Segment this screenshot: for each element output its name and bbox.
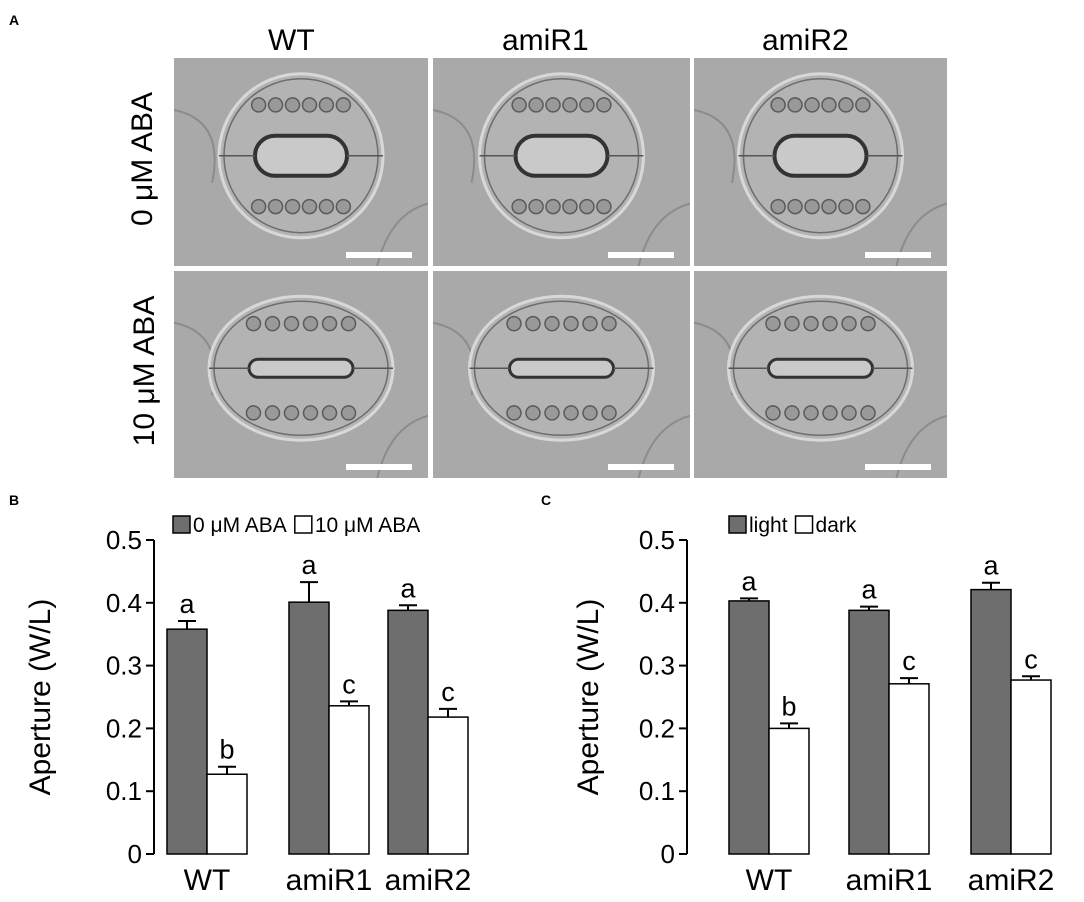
bar <box>288 601 330 855</box>
row-label-0-aba: 0 μM ABA <box>126 92 159 227</box>
panel-c-letter: C <box>541 492 552 508</box>
y-tick-label: 0.3 <box>106 651 142 681</box>
significance-letter: c <box>441 677 455 707</box>
scale-bar <box>608 252 674 258</box>
micrograph-wt-10-aba <box>174 271 428 478</box>
y-tick-label: 0.1 <box>639 776 675 806</box>
bar <box>387 609 429 855</box>
micrograph-amir1-0-aba <box>433 58 690 266</box>
scale-bar <box>346 252 412 258</box>
column-label-amir2: amiR2 <box>762 24 849 57</box>
micrograph-amir2-0-aba <box>694 58 947 266</box>
y-axis-label: Aperture (W/L) <box>24 599 57 796</box>
y-tick-label: 0.1 <box>106 776 142 806</box>
bar <box>728 600 770 855</box>
micrograph-wt-0-aba <box>174 58 428 266</box>
significance-letter: c <box>1024 644 1038 674</box>
x-tick-label: amiR1 <box>846 864 933 897</box>
stomatal-pore <box>247 357 355 379</box>
y-axis-label: Aperture (W/L) <box>572 599 605 796</box>
y-tick-label: 0.2 <box>639 713 675 743</box>
y-tick-label: 0.2 <box>106 713 142 743</box>
bar <box>768 727 810 855</box>
legend-swatch <box>172 515 191 534</box>
panel-a-letter: A <box>9 12 20 28</box>
scale-bar <box>608 464 674 470</box>
x-tick-label: WT <box>184 864 231 897</box>
micrograph-amir1-10-aba <box>433 271 690 478</box>
column-label-wt: WT <box>268 24 315 57</box>
micrograph-amir2-10-aba <box>694 271 947 478</box>
legend-swatch <box>728 515 747 534</box>
y-tick-label: 0.3 <box>639 651 675 681</box>
significance-letter: c <box>342 669 356 699</box>
significance-letter: b <box>219 735 234 765</box>
bar <box>1010 679 1052 855</box>
significance-letter: a <box>179 589 195 619</box>
y-tick-label: 0 <box>661 839 675 869</box>
legend-swatch <box>294 515 313 534</box>
column-label-amir1: amiR1 <box>502 24 589 57</box>
y-tick-label: 0.5 <box>639 525 675 555</box>
stomatal-pore <box>767 357 874 379</box>
stomatal-pore <box>772 133 869 178</box>
y-tick-label: 0.5 <box>106 525 142 555</box>
bar <box>970 588 1012 855</box>
y-tick-label: 0.4 <box>639 588 675 618</box>
significance-letter: a <box>741 566 757 596</box>
legend-label: light <box>749 514 788 537</box>
stomatal-pore <box>508 357 615 379</box>
stomatal-pore <box>513 133 610 178</box>
stomatal-pore <box>253 133 349 178</box>
y-tick-label: 0 <box>128 839 142 869</box>
significance-letter: b <box>781 691 796 721</box>
significance-letter: a <box>861 575 877 605</box>
scale-bar <box>865 252 931 258</box>
scale-bar <box>865 464 931 470</box>
x-tick-label: WT <box>746 864 793 897</box>
scale-bar <box>346 464 412 470</box>
bar-chart-c: light dark 0 0.1 0.2 0.3 0.4 0.5 Aperture (W/L) a… <box>572 514 1055 897</box>
x-tick-label: amiR2 <box>968 864 1055 897</box>
bar <box>848 609 890 855</box>
panel-b-letter: B <box>9 492 20 508</box>
y-tick-label: 0.4 <box>106 588 142 618</box>
legend-label: 10 μM ABA <box>315 514 420 537</box>
bar <box>427 716 469 855</box>
bar-chart-b: 0 μM ABA 10 μM ABA 0 0.1 0.2 0.3 0.4 0.5 Apertur… <box>24 514 472 897</box>
significance-letter: a <box>400 573 416 603</box>
bar <box>206 773 248 855</box>
legend-label: 0 μM ABA <box>193 514 287 537</box>
legend-label: dark <box>816 514 857 537</box>
legend-swatch <box>794 515 814 534</box>
significance-letter: a <box>301 550 317 580</box>
x-tick-label: amiR1 <box>286 864 373 897</box>
bar <box>888 683 930 855</box>
x-tick-label: amiR2 <box>385 864 472 897</box>
bar <box>328 705 370 855</box>
significance-letter: a <box>983 551 999 581</box>
row-label-10-aba: 10 μM ABA <box>128 295 161 447</box>
bar <box>166 628 208 855</box>
significance-letter: c <box>902 646 916 676</box>
